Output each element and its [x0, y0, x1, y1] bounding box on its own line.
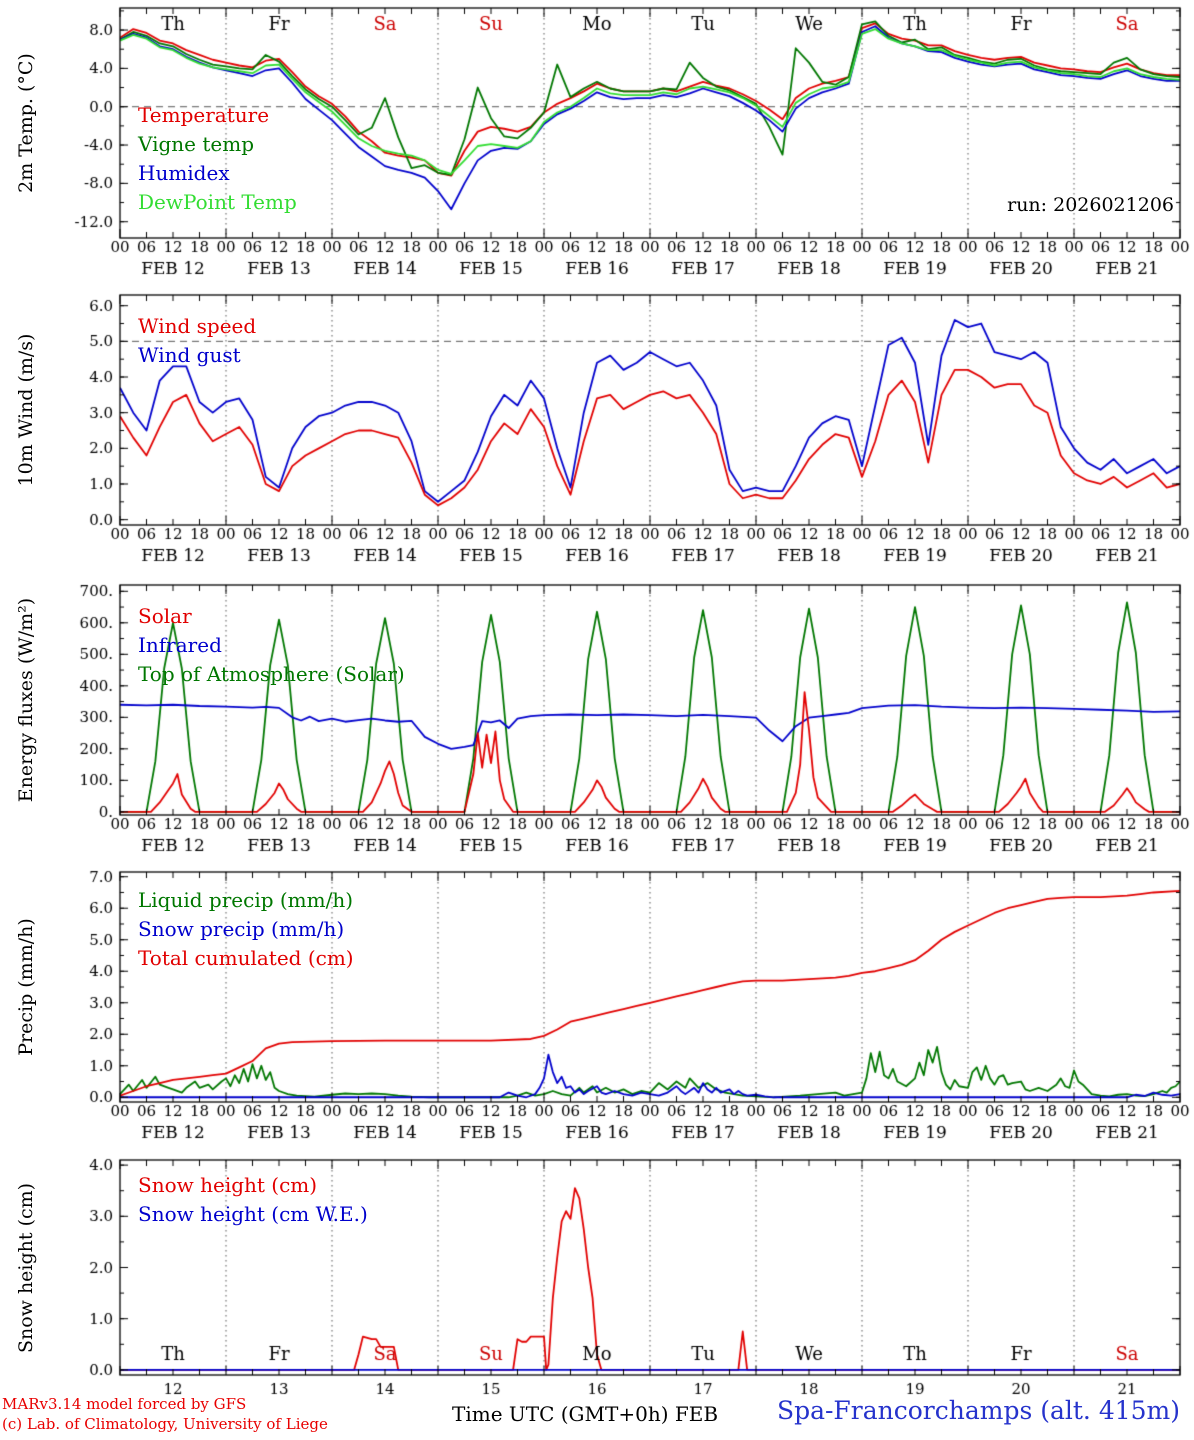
legend-item: Top of Atmosphere (Solar) — [138, 662, 405, 686]
legend-item: Snow precip (mm/h) — [138, 917, 345, 941]
y-axis-title-temperature: 2m Temp. (°C) — [15, 53, 37, 193]
legend-wind: Wind speed Wind gust — [138, 312, 256, 370]
legend-item: DewPoint Temp — [138, 190, 297, 214]
legend-item: Wind speed — [138, 314, 257, 338]
legend-item: Solar — [138, 604, 192, 628]
station-label: Spa-Francorchamps (alt. 415m) — [776, 1396, 1180, 1425]
legend-precip: Liquid precip (mm/h) Snow precip (mm/h) To… — [138, 886, 354, 973]
y-axis-title-wind: 10m Wind (m/s) — [15, 333, 37, 487]
legend-temperature: Temperature Vigne temp Humidex DewPoint Tem… — [138, 101, 297, 217]
legend-item: Infrared — [138, 633, 222, 657]
run-label: run: 2026021206 — [1007, 194, 1174, 216]
legend-item: Snow height (cm W.E.) — [138, 1202, 368, 1226]
model-credit-line2: (c) Lab. of Climatology, University of L… — [2, 1415, 328, 1433]
legend-item: Wind gust — [138, 343, 241, 367]
y-axis-title-precip: Precip (mm/h) — [15, 918, 37, 1056]
y-axis-title-snow: Snow height (cm) — [15, 1182, 37, 1354]
model-credit-line1: MARv3.14 model forced by GFS — [2, 1395, 247, 1413]
x-axis-title: Time UTC (GMT+0h) FEB — [452, 1402, 719, 1426]
legend-energy: Solar Infrared Top of Atmosphere (Solar) — [138, 602, 405, 689]
legend-snow: Snow height (cm) Snow height (cm W.E.) — [138, 1171, 368, 1229]
legend-item: Vigne temp — [138, 132, 255, 156]
legend-item: Total cumulated (cm) — [138, 946, 354, 970]
y-axis-title-energy: Energy fluxes (W/m²) — [15, 597, 37, 803]
legend-item: Snow height (cm) — [138, 1173, 318, 1197]
legend-item: Liquid precip (mm/h) — [138, 888, 354, 912]
legend-item: Humidex — [138, 161, 230, 185]
legend-item: Temperature — [138, 103, 270, 127]
